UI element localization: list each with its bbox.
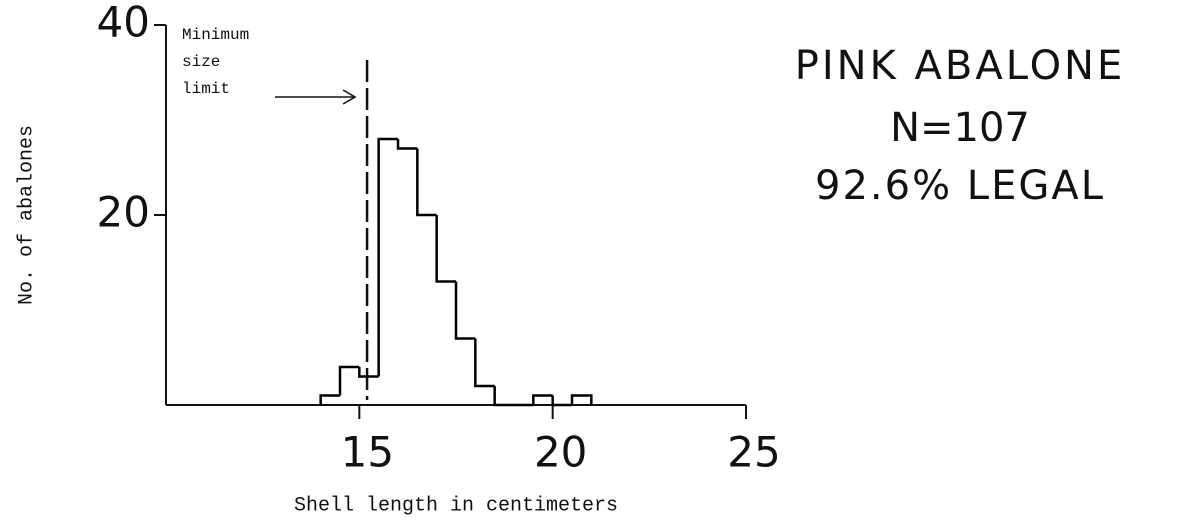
bar [474, 338, 495, 388]
bar [454, 281, 476, 340]
title-line: PINK ABALONE [795, 43, 1126, 89]
bar [377, 137, 398, 377]
bar [435, 215, 456, 283]
x-tick-label: 25 [727, 428, 780, 477]
bar [551, 395, 572, 407]
bar [396, 139, 418, 150]
bar [358, 367, 379, 378]
x-tick-label: 15 [341, 428, 394, 477]
title-line: N=107 [890, 105, 1030, 151]
title-line: 92.6% LEGAL [815, 163, 1105, 209]
bar [338, 365, 360, 396]
annotation-text: Minimum [182, 26, 249, 44]
annotation-text: limit [182, 80, 230, 98]
bar [416, 148, 437, 217]
bar [319, 394, 340, 405]
y-tick-label: 40 [97, 0, 150, 47]
bar [493, 386, 514, 407]
y-axis-label: No. of abalones [15, 125, 38, 305]
annotation-text: size [182, 53, 220, 71]
bar [532, 394, 553, 405]
bar [570, 394, 593, 405]
x-tick-label: 20 [534, 428, 587, 477]
y-tick-label: 20 [97, 188, 150, 237]
x-axis-label: Shell length in centimeters [294, 494, 618, 517]
annotation-arrowhead [342, 89, 357, 105]
